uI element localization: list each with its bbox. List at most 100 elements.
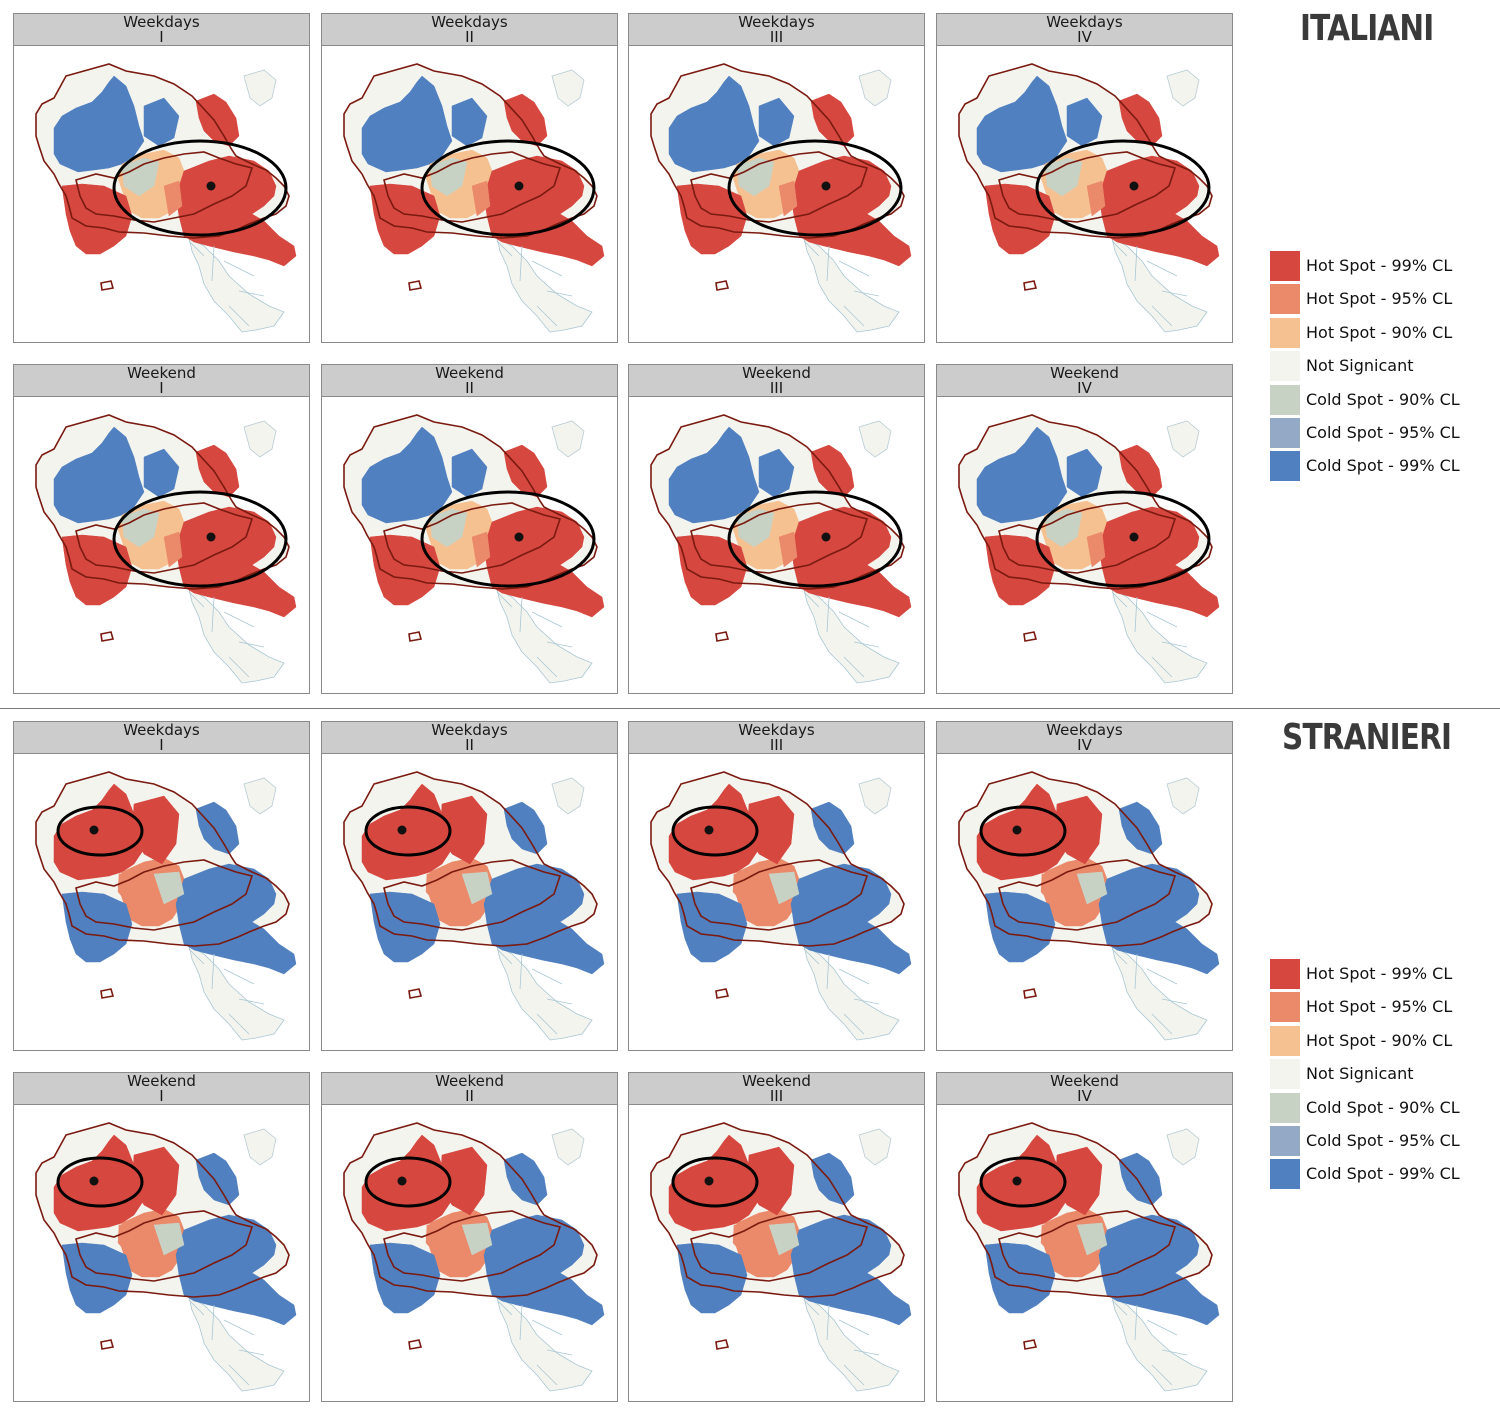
panel-strip: Weekdays III bbox=[629, 722, 924, 754]
road-lines bbox=[1111, 1299, 1188, 1386]
road-lines bbox=[496, 240, 573, 327]
exclave-boundary bbox=[100, 1339, 115, 1350]
zone-polygon bbox=[61, 534, 133, 606]
zone-polygon bbox=[1040, 871, 1068, 905]
exclave-boundary bbox=[1023, 631, 1038, 642]
zone-polygon bbox=[471, 531, 491, 568]
cluster-ellipse bbox=[1035, 490, 1211, 588]
ring-boundary bbox=[383, 859, 562, 931]
map-panel: Weekend III bbox=[628, 1072, 925, 1402]
road-lines bbox=[1111, 948, 1188, 1035]
legend-swatch bbox=[1270, 251, 1300, 281]
panel-strip: Weekend IV bbox=[937, 365, 1232, 397]
zone-polygon bbox=[369, 183, 441, 255]
cluster-center-dot bbox=[206, 532, 216, 542]
cluster-center-dot bbox=[704, 1176, 714, 1186]
zone-polygon bbox=[61, 1242, 133, 1314]
municipal-boundary bbox=[343, 1122, 598, 1298]
island-polygon bbox=[1166, 420, 1200, 458]
island-polygon bbox=[1166, 777, 1200, 815]
ring-boundary bbox=[690, 1210, 869, 1282]
panel-strip: Weekdays IV bbox=[937, 14, 1232, 46]
zone-polygon bbox=[143, 97, 180, 147]
exclave-boundary bbox=[1023, 988, 1038, 999]
hotspot-map bbox=[650, 63, 912, 333]
road-lines bbox=[188, 240, 265, 327]
legend-label: Hot Spot - 95% CL bbox=[1306, 289, 1453, 309]
cluster-center-dot bbox=[514, 181, 524, 191]
panel-strip: Weekdays III bbox=[629, 14, 924, 46]
hotspot-map bbox=[650, 1122, 912, 1392]
hotspot-map bbox=[343, 1122, 605, 1392]
zone-polygon bbox=[732, 871, 760, 905]
legend-label: Cold Spot - 90% CL bbox=[1306, 389, 1460, 409]
zone-polygon bbox=[1118, 801, 1163, 855]
zone-polygon bbox=[503, 93, 548, 147]
zone-polygon bbox=[429, 157, 468, 197]
exclave-boundary bbox=[715, 631, 730, 642]
panel-strip: Weekdays I bbox=[14, 722, 309, 754]
zone-polygon bbox=[1040, 1222, 1068, 1256]
road-lines bbox=[188, 948, 265, 1035]
zone-polygon bbox=[976, 75, 1068, 173]
exclave-boundary bbox=[100, 988, 115, 999]
cluster-ellipse bbox=[420, 139, 596, 237]
zone-polygon bbox=[121, 508, 160, 548]
road-lines bbox=[496, 948, 573, 1035]
legend-swatch bbox=[1270, 1059, 1300, 1090]
legend-label: Cold Spot - 90% CL bbox=[1306, 1097, 1460, 1117]
cluster-ellipse bbox=[112, 139, 288, 237]
zone-polygon bbox=[131, 1146, 180, 1216]
road-lines bbox=[803, 240, 880, 327]
zone-polygon bbox=[483, 863, 605, 975]
exclave-boundary bbox=[1023, 1339, 1038, 1350]
zone-polygon bbox=[1098, 863, 1220, 975]
zone-polygon bbox=[984, 534, 1056, 606]
cluster-ellipse bbox=[1035, 139, 1211, 237]
map-panel: Weekend I bbox=[13, 1072, 310, 1402]
exclave-boundary bbox=[715, 280, 730, 291]
zone-polygon bbox=[984, 183, 1056, 255]
zone-polygon bbox=[425, 871, 453, 905]
hotspot-map bbox=[650, 414, 912, 684]
legend-label: Not Signicant bbox=[1306, 1064, 1414, 1084]
zone-polygon bbox=[483, 506, 605, 618]
zone-polygon bbox=[369, 534, 441, 606]
zone-polygon bbox=[143, 448, 180, 498]
exclave-boundary bbox=[715, 988, 730, 999]
zone-polygon bbox=[984, 891, 1056, 963]
zone-polygon bbox=[61, 891, 133, 963]
map-panel: Weekdays IV bbox=[936, 721, 1233, 1051]
cluster-center-dot bbox=[1012, 1176, 1022, 1186]
zone-polygon bbox=[1076, 871, 1108, 905]
cluster-center-dot bbox=[89, 825, 99, 835]
zone-polygon bbox=[736, 157, 775, 197]
cluster-ellipse bbox=[727, 139, 903, 237]
zone-polygon bbox=[461, 871, 493, 905]
ring-boundary bbox=[690, 502, 869, 574]
road-lines bbox=[1111, 591, 1188, 678]
road-lines bbox=[188, 591, 265, 678]
island-polygon bbox=[1166, 1128, 1200, 1166]
hotspot-map bbox=[35, 414, 297, 684]
island-polygon bbox=[858, 420, 892, 458]
ring-boundary bbox=[383, 1210, 562, 1282]
ring-boundary bbox=[998, 1210, 1177, 1282]
legend-swatch bbox=[1270, 351, 1300, 382]
island-polygon bbox=[243, 69, 277, 107]
map-panel: Weekdays IV bbox=[936, 13, 1233, 343]
zone-polygon bbox=[195, 93, 240, 147]
panel-strip: Weekend II bbox=[322, 1073, 617, 1105]
zone-polygon bbox=[361, 75, 453, 173]
zone-polygon bbox=[503, 1152, 548, 1206]
exclave-boundary bbox=[408, 988, 423, 999]
island-polygon bbox=[243, 420, 277, 458]
zone-polygon bbox=[746, 795, 795, 865]
zone-polygon bbox=[676, 1242, 748, 1314]
municipal-boundary bbox=[650, 1122, 905, 1298]
island-polygon bbox=[243, 1128, 277, 1166]
legend-swatch bbox=[1270, 1125, 1300, 1156]
cluster-ellipse bbox=[364, 1156, 452, 1208]
legend-swatch bbox=[1270, 451, 1300, 482]
zone-polygon bbox=[61, 183, 133, 255]
